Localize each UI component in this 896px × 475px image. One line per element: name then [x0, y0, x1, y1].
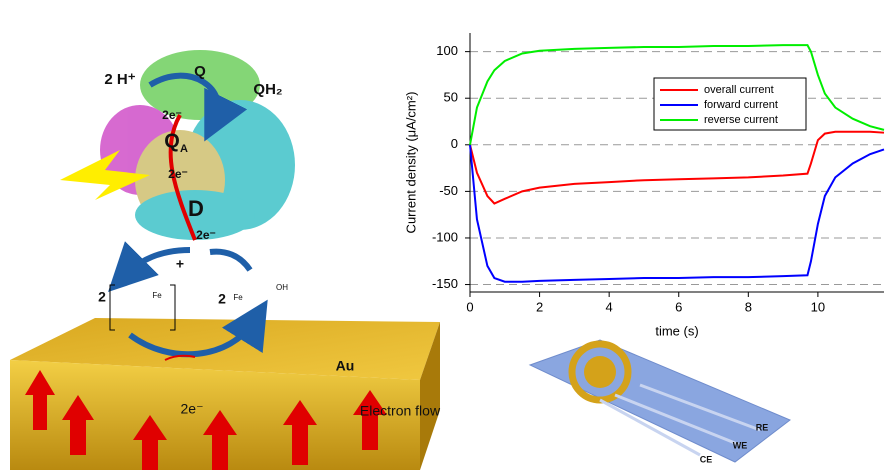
diagram-label: Fe: [233, 293, 243, 302]
legend-label: reverse current: [704, 114, 778, 126]
y-tick-label: -50: [439, 183, 458, 198]
electrode: [530, 340, 790, 462]
x-tick-label: 8: [745, 299, 752, 314]
diagram-label: 2: [218, 291, 226, 307]
y-axis-title: Current density (μA/cm²): [403, 92, 418, 234]
x-tick-label: 2: [536, 299, 543, 314]
diagram-label: OH: [276, 283, 288, 292]
diagram-label: D: [188, 196, 204, 221]
y-tick-label: 50: [444, 90, 458, 105]
x-tick-label: 4: [606, 299, 613, 314]
legend-label: forward current: [704, 99, 778, 111]
x-axis-title: time (s): [655, 323, 698, 338]
x-tick-label: 6: [675, 299, 682, 314]
diagram-label: Au: [336, 358, 355, 374]
figure: 2 H⁺QQH₂2e⁻QA2e⁻D2e⁻2+Fe2FeOHAu2e⁻Electr…: [0, 0, 896, 470]
diagram-label: A: [180, 143, 188, 155]
diagram-label: Q: [164, 130, 180, 152]
diagram-label: 2e⁻: [168, 167, 188, 181]
diagram-label: +: [176, 256, 184, 272]
x-tick-label: 0: [466, 299, 473, 314]
diagram-label: QH₂: [253, 81, 282, 98]
y-tick-label: -100: [432, 229, 458, 244]
plot-area: [470, 33, 884, 292]
y-tick-label: 0: [451, 136, 458, 151]
diagram-label: RE: [756, 422, 769, 432]
diagram-label: 2 H⁺: [104, 71, 135, 88]
diagram-label: 2: [98, 289, 106, 305]
y-tick-label: -150: [432, 276, 458, 291]
diagram-label: Fe: [152, 291, 162, 300]
diagram-label: CE: [700, 454, 713, 464]
diagram-label: 2e⁻: [181, 401, 204, 417]
y-tick-label: 100: [436, 43, 458, 58]
diagram-label: 2e⁻: [196, 228, 216, 242]
diagram-label: 2e⁻: [162, 108, 182, 122]
x-tick-label: 10: [811, 299, 825, 314]
diagram-label: Electron flow: [360, 403, 441, 419]
diagram-label: WE: [733, 440, 748, 450]
legend-label: overall current: [704, 84, 774, 96]
diagram-label: Q: [194, 63, 206, 80]
